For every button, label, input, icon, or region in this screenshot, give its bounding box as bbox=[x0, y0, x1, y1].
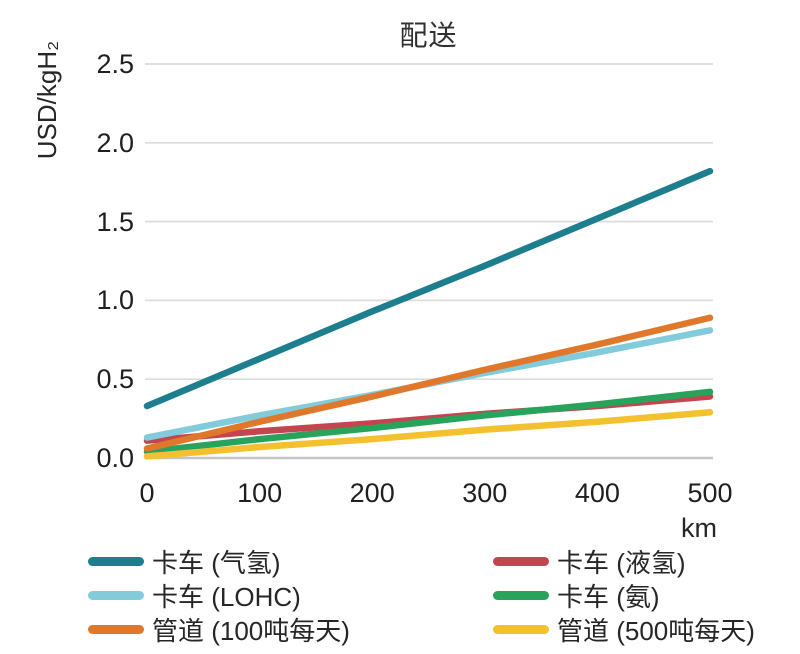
legend-item: 卡车 (LOHC) bbox=[88, 578, 493, 612]
legend-swatch bbox=[88, 556, 144, 566]
legend-item: 卡车 (氨) bbox=[493, 578, 768, 612]
chart-title: 配送 bbox=[399, 20, 458, 51]
legend-swatch bbox=[493, 624, 549, 634]
legend-label: 卡车 (LOHC) bbox=[152, 581, 301, 612]
legend-item: 卡车 (液氢) bbox=[493, 544, 768, 578]
series-line bbox=[143, 314, 714, 452]
legend-swatch bbox=[88, 590, 144, 600]
legend: 卡车 (气氢) 卡车 (液氢) 卡车 (LOHC) 卡车 (氨) 管道 (100吨每天)… bbox=[88, 544, 768, 646]
x-tick-label: 400 bbox=[574, 478, 620, 508]
x-axis-unit-label: km bbox=[681, 513, 717, 543]
legend-item: 卡车 (气氢) bbox=[88, 544, 493, 578]
legend-label: 卡车 (液氢) bbox=[557, 547, 686, 578]
series-line bbox=[143, 409, 714, 460]
y-tick-label: 1.0 bbox=[96, 285, 134, 316]
legend-label: 管道 (500吨每天) bbox=[557, 615, 755, 646]
x-tick-label: 300 bbox=[462, 478, 508, 508]
y-tick-label: 2.5 bbox=[96, 49, 134, 79]
legend-item: 管道 (500吨每天) bbox=[493, 612, 768, 646]
x-tick-label: 500 bbox=[687, 478, 733, 508]
legend-item: 管道 (100吨每天) bbox=[88, 612, 493, 646]
y-tick-label: 0.5 bbox=[96, 364, 134, 395]
legend-label: 卡车 (氨) bbox=[557, 581, 660, 612]
legend-swatch bbox=[88, 624, 144, 634]
legend-swatch bbox=[493, 556, 549, 566]
legend-label: 卡车 (气氢) bbox=[152, 547, 281, 578]
series-line bbox=[143, 388, 714, 455]
x-tick-label: 0 bbox=[139, 478, 155, 508]
series-line bbox=[143, 167, 714, 410]
x-tick-label: 100 bbox=[237, 478, 283, 508]
legend-swatch bbox=[493, 590, 549, 600]
y-tick-label: 1.5 bbox=[96, 206, 134, 237]
y-tick-label: 2.0 bbox=[96, 127, 134, 158]
legend-label: 管道 (100吨每天) bbox=[152, 615, 350, 646]
y-tick-label: 0.0 bbox=[96, 443, 134, 473]
x-tick-label: 200 bbox=[349, 478, 395, 508]
